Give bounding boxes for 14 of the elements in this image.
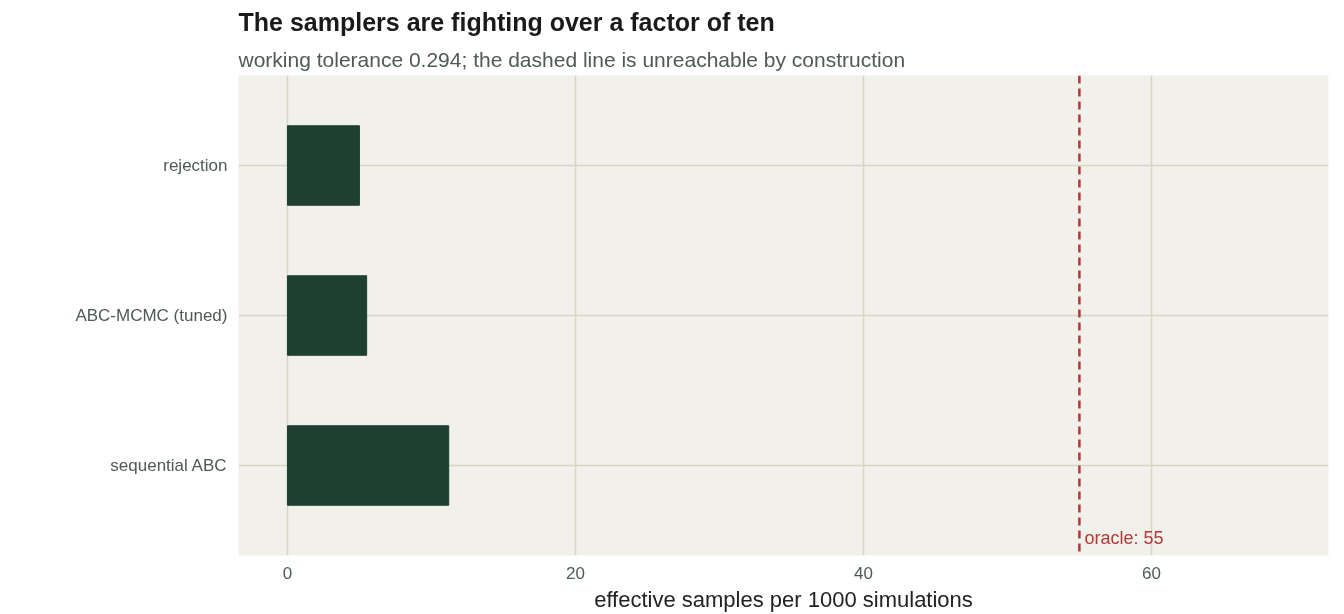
bar	[286, 275, 368, 356]
x-tick-label: 0	[282, 563, 293, 583]
y-tick-label: ABC-MCMC (tuned)	[75, 306, 228, 325]
chart-subtitle: working tolerance 0.294; the dashed line is unreachable by construction	[237, 47, 906, 71]
chart-title: The samplers are fighting over a factor of ten	[238, 7, 775, 36]
x-tick-label: 60	[1141, 563, 1161, 583]
ref-line-label: oracle: 55	[1084, 527, 1164, 548]
bar	[286, 125, 360, 206]
x-tick-label: 40	[853, 563, 873, 583]
x-tick-label: 20	[565, 563, 585, 583]
y-tick-label: rejection	[163, 156, 228, 175]
x-axis-title: effective samples per 1000 simulations	[594, 586, 973, 612]
y-tick-label: sequential ABC	[110, 456, 227, 475]
bar	[286, 425, 450, 506]
